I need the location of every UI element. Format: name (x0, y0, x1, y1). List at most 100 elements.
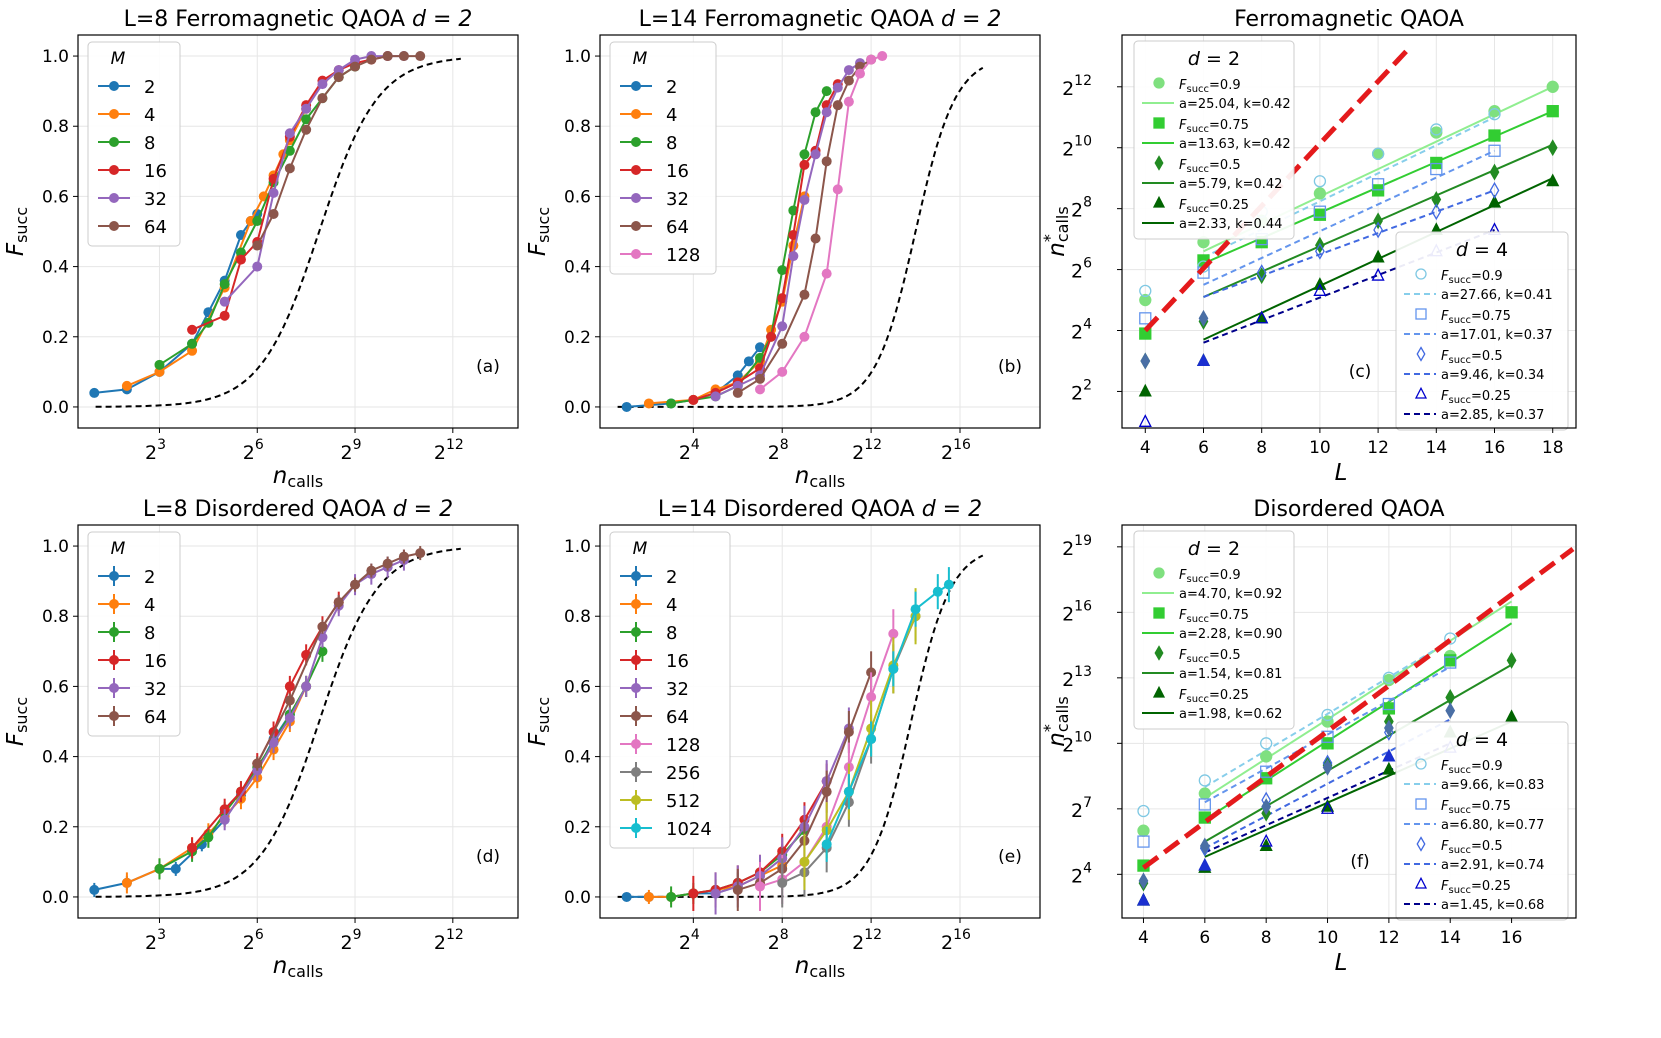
data-point (799, 331, 810, 342)
legend-box (87, 41, 181, 247)
data-point (1256, 267, 1267, 285)
data-point (643, 398, 654, 409)
legend-marker (1152, 195, 1166, 208)
legend-label: 1024 (666, 819, 712, 840)
legend-label: 256 (666, 763, 700, 784)
x-tick-label: 23 (145, 927, 166, 954)
data-point (333, 597, 344, 608)
data-point (154, 366, 165, 377)
data-point (821, 156, 832, 167)
data-point (1431, 203, 1442, 221)
series-32 (710, 58, 865, 402)
data-point (1430, 126, 1443, 139)
legend-box (87, 531, 181, 737)
legend-marker (109, 221, 119, 231)
data-point (766, 331, 777, 342)
legend-label: 2 (666, 77, 677, 98)
data-point (821, 86, 832, 97)
axes-frame (1121, 524, 1577, 919)
data-point (1384, 719, 1394, 737)
legend-label: 4 (666, 105, 677, 126)
data-point (382, 558, 393, 569)
data-point (621, 401, 632, 412)
data-point (1322, 758, 1333, 776)
data-point (1371, 178, 1385, 191)
data-point (732, 380, 743, 391)
data-point (755, 373, 765, 384)
legend-marker (631, 193, 641, 203)
legend-marker (109, 81, 119, 91)
data-point (1138, 872, 1149, 890)
y-tick-label: 210 (1062, 134, 1092, 161)
data-point (943, 579, 954, 590)
data-point (1488, 108, 1501, 121)
x-tick-label: 4 (1140, 438, 1151, 458)
data-point (643, 891, 654, 902)
series-1024 (821, 567, 954, 862)
legend-fit-label: a=5.79, k=0.42 (1179, 177, 1282, 192)
legend-entry-label: Fsucc=0.75 (1441, 309, 1511, 326)
data-point (832, 100, 843, 111)
data-point (317, 93, 328, 104)
reference-curve (95, 547, 461, 898)
legend-marker (631, 165, 641, 175)
data-point (1139, 293, 1152, 307)
data-point (1139, 284, 1152, 298)
data-point (1198, 798, 1211, 811)
y-tick-label: 1.0 (564, 47, 591, 67)
data-point (1136, 892, 1151, 906)
data-point (866, 691, 877, 702)
x-tick-label: 212 (852, 927, 882, 954)
legend-title: d = 4 (1456, 729, 1508, 751)
data-point (89, 884, 100, 895)
x-axis-label: ncalls (273, 463, 323, 491)
x-axis-label: ncalls (795, 463, 845, 491)
data-point (1445, 702, 1456, 720)
x-tick-label: 14 (1439, 928, 1461, 948)
data-point (799, 194, 810, 205)
x-tick-label: 18 (1542, 438, 1564, 458)
data-point (301, 103, 312, 114)
data-point (777, 366, 788, 377)
x-tick-label: 12 (1367, 438, 1389, 458)
y-tick-label: 0.0 (42, 398, 69, 418)
series-64 (732, 54, 877, 398)
data-point (219, 279, 230, 290)
y-axis-label: Fsucc (525, 697, 553, 746)
legend-marker (631, 249, 641, 259)
data-point (1489, 181, 1500, 199)
panel-a: (a) M2 4 8 16 32 64 23 26 29 212 0.0 0.2 0.4 0.6 0.8 1.0… (3, 7, 519, 491)
x-tick-label: 216 (941, 437, 971, 464)
x-tick-label: 8 (1256, 438, 1267, 458)
data-point (1488, 105, 1501, 118)
legend-label: 8 (666, 133, 677, 154)
y-tick-label: 0.6 (564, 677, 591, 697)
y-tick-label: 24 (1071, 860, 1092, 887)
legend-marker (1415, 268, 1427, 280)
data-point (743, 356, 754, 367)
data-point (1198, 857, 1212, 871)
data-point (843, 75, 854, 86)
data-point (732, 884, 743, 895)
legend-label: 32 (144, 189, 167, 210)
data-point (1382, 671, 1396, 684)
data-point (1137, 824, 1150, 837)
data-point (187, 324, 198, 335)
fit-line (1204, 663, 1513, 843)
legend-fit-label: a=17.01, k=0.37 (1441, 328, 1553, 343)
legend-label: 8 (666, 623, 677, 644)
legend-label: 128 (666, 245, 700, 266)
y-tick-label: 0.4 (564, 258, 591, 278)
panel-label: (e) (998, 847, 1022, 867)
data-point (799, 856, 810, 867)
legend-fit-label: a=27.66, k=0.41 (1441, 288, 1553, 303)
series-line (715, 62, 861, 398)
y-tick-label: 1.0 (42, 537, 69, 557)
legend-fit-label: a=4.70, k=0.92 (1179, 587, 1282, 602)
legend-marker (1153, 567, 1165, 579)
legend-label: 2 (144, 567, 155, 588)
y-tick-label: 0.6 (42, 187, 69, 207)
legend-title: M (111, 539, 126, 559)
data-point (788, 251, 799, 262)
